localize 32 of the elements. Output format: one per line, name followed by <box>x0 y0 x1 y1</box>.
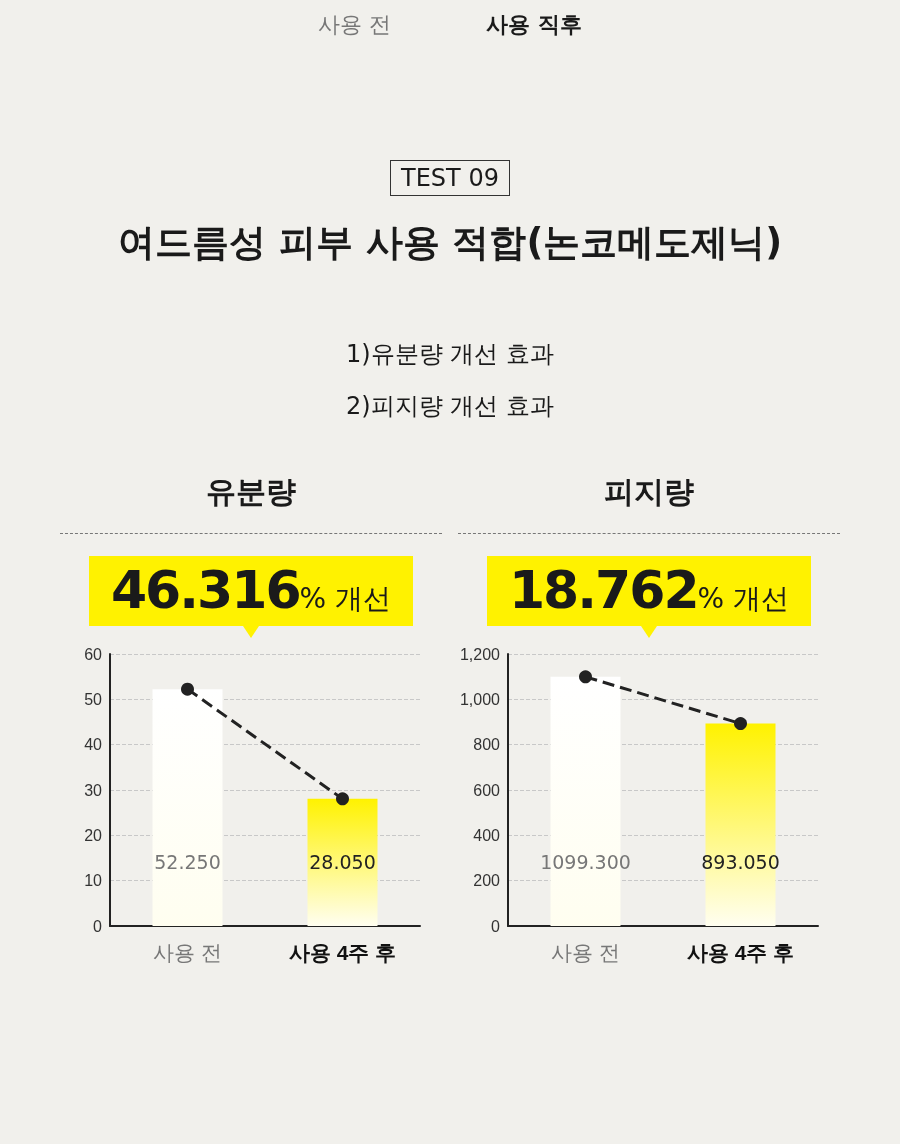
x-tick-label: 사용 4주 후 <box>686 941 795 964</box>
y-tick-label: 60 <box>84 645 103 663</box>
y-tick-label: 0 <box>93 917 103 935</box>
y-tick-label: 0 <box>491 917 501 935</box>
data-label: 52.250 <box>154 850 221 873</box>
y-tick-label: 1,200 <box>459 645 501 663</box>
y-tick-label: 400 <box>473 826 501 844</box>
x-tick-label: 사용 전 <box>153 941 222 964</box>
x-tick-label: 사용 전 <box>551 941 620 964</box>
data-label: 1099.300 <box>540 850 631 873</box>
y-tick-label: 20 <box>84 826 103 844</box>
data-label: 893.050 <box>701 850 780 873</box>
text: 사용 직후 <box>486 11 582 39</box>
text: 2)피지량 개선 효과 <box>345 391 555 422</box>
y-tick-label: 1,000 <box>459 690 501 708</box>
x-tick-label: 사용 4주 후 <box>288 941 397 964</box>
chart-subtitle: 18.762% 개선 <box>508 560 790 620</box>
chart-title: 피지량 <box>458 472 840 534</box>
y-tick-label: 800 <box>473 736 501 754</box>
text: 사용 전 <box>318 11 392 39</box>
y-tick-label: 50 <box>84 690 103 708</box>
y-tick-label: 200 <box>473 872 501 890</box>
text: TEST 09 <box>390 160 510 196</box>
y-tick-label: 40 <box>84 736 103 754</box>
y-tick-label: 30 <box>84 781 103 799</box>
chart-title: 유분량 <box>60 472 442 534</box>
y-tick-label: 600 <box>473 781 501 799</box>
text: 1)유분량 개선 효과 <box>345 339 555 370</box>
y-tick-label: 10 <box>84 872 103 890</box>
chart-subtitle: 46.316% 개선 <box>110 560 392 620</box>
text: 여드름성 피부 사용 적합(논코메도제닉) <box>116 220 784 266</box>
data-label: 28.050 <box>309 850 376 873</box>
